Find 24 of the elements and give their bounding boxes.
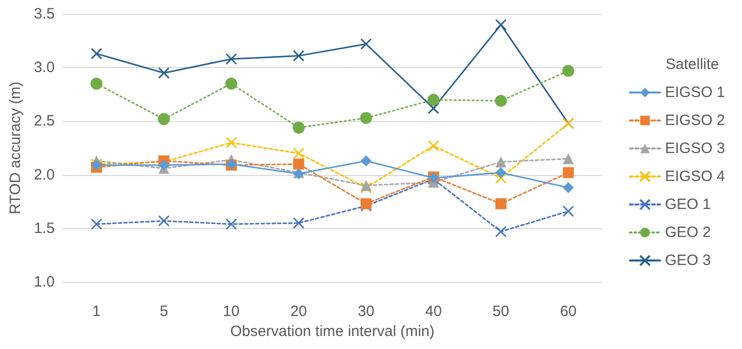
x-tick-label: 30 — [358, 303, 374, 320]
y-tick-label: 2.0 — [34, 166, 55, 184]
legend-label: EIGSO 3 — [664, 140, 726, 157]
legend-label: GEO 2 — [664, 224, 711, 241]
legend-label: EIGSO 1 — [664, 84, 726, 101]
legend-label: EIGSO 4 — [664, 168, 726, 185]
y-tick-label: 1.5 — [34, 220, 55, 237]
x-tick-label: 5 — [160, 303, 168, 320]
legend-label: EIGSO 2 — [664, 112, 726, 129]
y-axis-title: RTOD accuracy (m) — [7, 82, 24, 214]
x-tick-label: 50 — [492, 303, 510, 320]
x-tick-label: 40 — [425, 303, 442, 320]
x-tick-label: 1 — [92, 303, 101, 320]
legend-label: GEO 1 — [664, 196, 711, 213]
y-tick-label: 3.5 — [34, 6, 55, 22]
x-tick-label: 10 — [222, 303, 240, 320]
x-tick-label: 20 — [290, 303, 308, 320]
y-tick-label: 2.5 — [34, 112, 55, 130]
x-tick-label: 60 — [560, 303, 577, 320]
x-axis-title: Observation time interval (min) — [230, 322, 434, 340]
y-tick-label: 3.0 — [34, 59, 55, 76]
legend-label: GEO 3 — [664, 252, 711, 269]
legend-title: Satellite — [666, 56, 720, 73]
y-tick-label: 1.0 — [34, 274, 55, 290]
